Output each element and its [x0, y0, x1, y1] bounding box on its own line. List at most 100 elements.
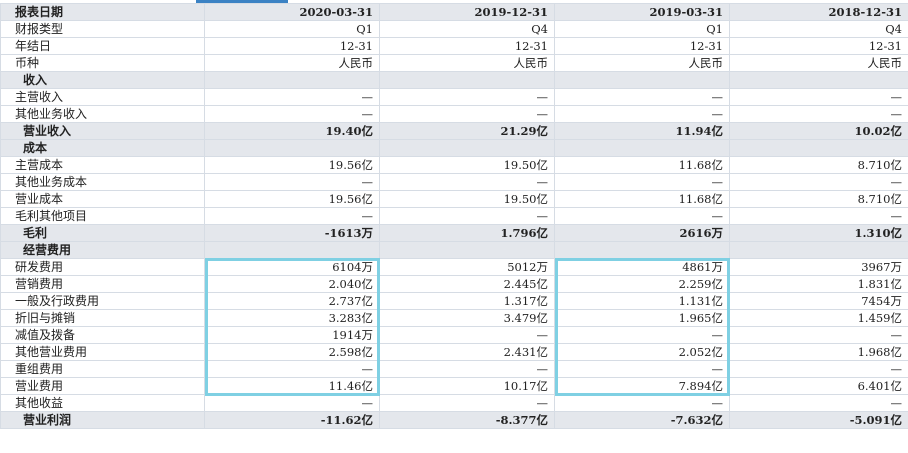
value-cell: 人民币 [204, 54, 380, 72]
value-cell: — [204, 207, 380, 225]
row-label: 经营费用 [0, 241, 205, 259]
value-cell: 6104万 [204, 258, 380, 276]
value-cell: — [729, 173, 908, 191]
value-cell: — [554, 105, 730, 123]
value-cell: — [729, 207, 908, 225]
table-row: 研发费用 6104万 5012万 4861万 3967万 [0, 258, 908, 276]
column-header-period[interactable]: 2020-03-31 [204, 3, 380, 21]
value-cell: — [379, 207, 555, 225]
value-cell: 10.17亿 [379, 377, 555, 395]
value-cell [379, 241, 555, 259]
value-cell: 2.445亿 [379, 275, 555, 293]
row-label: 毛利 [0, 224, 205, 242]
value-cell: 19.40亿 [204, 122, 380, 140]
value-cell: — [554, 394, 730, 412]
row-label: 一般及行政费用 [0, 292, 205, 310]
total-row: 营业收入 19.40亿 21.29亿 11.94亿 10.02亿 [0, 122, 908, 140]
table-row: 主营收入 — — — — [0, 88, 908, 106]
value-cell [204, 71, 380, 89]
value-cell: — [379, 394, 555, 412]
table-row: 币种 人民币 人民币 人民币 人民币 [0, 54, 908, 72]
row-label: 主营成本 [0, 156, 205, 174]
value-cell: -7.632亿 [554, 411, 730, 429]
value-cell: — [729, 105, 908, 123]
value-cell: 2.737亿 [204, 292, 380, 310]
row-label: 研发费用 [0, 258, 205, 276]
value-cell [729, 139, 908, 157]
value-cell: Q4 [379, 20, 555, 38]
table-row: 主营成本 19.56亿 19.50亿 11.68亿 8.710亿 [0, 156, 908, 174]
value-cell: 12-31 [379, 37, 555, 55]
row-label: 营业收入 [0, 122, 205, 140]
value-cell: 1.317亿 [379, 292, 555, 310]
value-cell: 21.29亿 [379, 122, 555, 140]
value-cell: — [204, 173, 380, 191]
value-cell: 1.796亿 [379, 224, 555, 242]
value-cell: — [554, 173, 730, 191]
value-cell: 1.968亿 [729, 343, 908, 361]
table-row: 毛利其他项目 — — — — [0, 207, 908, 225]
value-cell: 2.040亿 [204, 275, 380, 293]
section-row: 成本 [0, 139, 908, 157]
value-cell: 3.283亿 [204, 309, 380, 327]
row-label: 其他业务收入 [0, 105, 205, 123]
value-cell: 19.56亿 [204, 190, 380, 208]
table-row: 减值及拨备 1914万 — — — [0, 326, 908, 344]
value-cell: 4861万 [554, 258, 730, 276]
column-header-period[interactable]: 2019-12-31 [379, 3, 555, 21]
table-row: 营销费用 2.040亿 2.445亿 2.259亿 1.831亿 [0, 275, 908, 293]
table-row: 财报类型 Q1 Q4 Q1 Q4 [0, 20, 908, 38]
value-cell: 3967万 [729, 258, 908, 276]
row-label: 年结日 [0, 37, 205, 55]
value-cell: 3.479亿 [379, 309, 555, 327]
column-header-period[interactable]: 2018-12-31 [729, 3, 908, 21]
table-row: 其他收益 — — — — [0, 394, 908, 412]
value-cell: — [379, 360, 555, 378]
table-row: 其他业务成本 — — — — [0, 173, 908, 191]
value-cell: — [379, 105, 555, 123]
row-label: 毛利其他项目 [0, 207, 205, 225]
value-cell: 5012万 [379, 258, 555, 276]
value-cell: -11.62亿 [204, 411, 380, 429]
table-row: 营业成本 19.56亿 19.50亿 11.68亿 8.710亿 [0, 190, 908, 208]
value-cell: -1613万 [204, 224, 380, 242]
row-label: 主营收入 [0, 88, 205, 106]
value-cell: — [204, 394, 380, 412]
value-cell: 1.831亿 [729, 275, 908, 293]
row-label: 财报类型 [0, 20, 205, 38]
row-label: 营业利润 [0, 411, 205, 429]
row-label: 其他营业费用 [0, 343, 205, 361]
table-row: 其他营业费用 2.598亿 2.431亿 2.052亿 1.968亿 [0, 343, 908, 361]
row-label: 币种 [0, 54, 205, 72]
table-row: 一般及行政费用 2.737亿 1.317亿 1.131亿 7454万 [0, 292, 908, 310]
value-cell: 12-31 [554, 37, 730, 55]
value-cell [204, 139, 380, 157]
value-cell [379, 139, 555, 157]
value-cell: — [554, 207, 730, 225]
value-cell: 2.259亿 [554, 275, 730, 293]
header-row: 报表日期 2020-03-31 2019-12-31 2019-03-31 20… [0, 3, 908, 21]
value-cell [204, 241, 380, 259]
active-tab-indicator [196, 0, 288, 3]
value-cell: — [729, 326, 908, 344]
value-cell: 8.710亿 [729, 190, 908, 208]
value-cell: — [379, 326, 555, 344]
value-cell: 7.894亿 [554, 377, 730, 395]
value-cell: 19.56亿 [204, 156, 380, 174]
value-cell: 人民币 [729, 54, 908, 72]
value-cell: — [729, 394, 908, 412]
value-cell: -8.377亿 [379, 411, 555, 429]
value-cell [729, 241, 908, 259]
value-cell: 1.131亿 [554, 292, 730, 310]
value-cell: — [554, 360, 730, 378]
value-cell: 19.50亿 [379, 156, 555, 174]
value-cell: 2.052亿 [554, 343, 730, 361]
value-cell: 6.401亿 [729, 377, 908, 395]
table-row: 重组费用 — — — — [0, 360, 908, 378]
value-cell: 人民币 [379, 54, 555, 72]
column-header-period[interactable]: 2019-03-31 [554, 3, 730, 21]
value-cell [554, 139, 730, 157]
row-label: 营业费用 [0, 377, 205, 395]
value-cell: — [379, 173, 555, 191]
total-row: 毛利 -1613万 1.796亿 2616万 1.310亿 [0, 224, 908, 242]
